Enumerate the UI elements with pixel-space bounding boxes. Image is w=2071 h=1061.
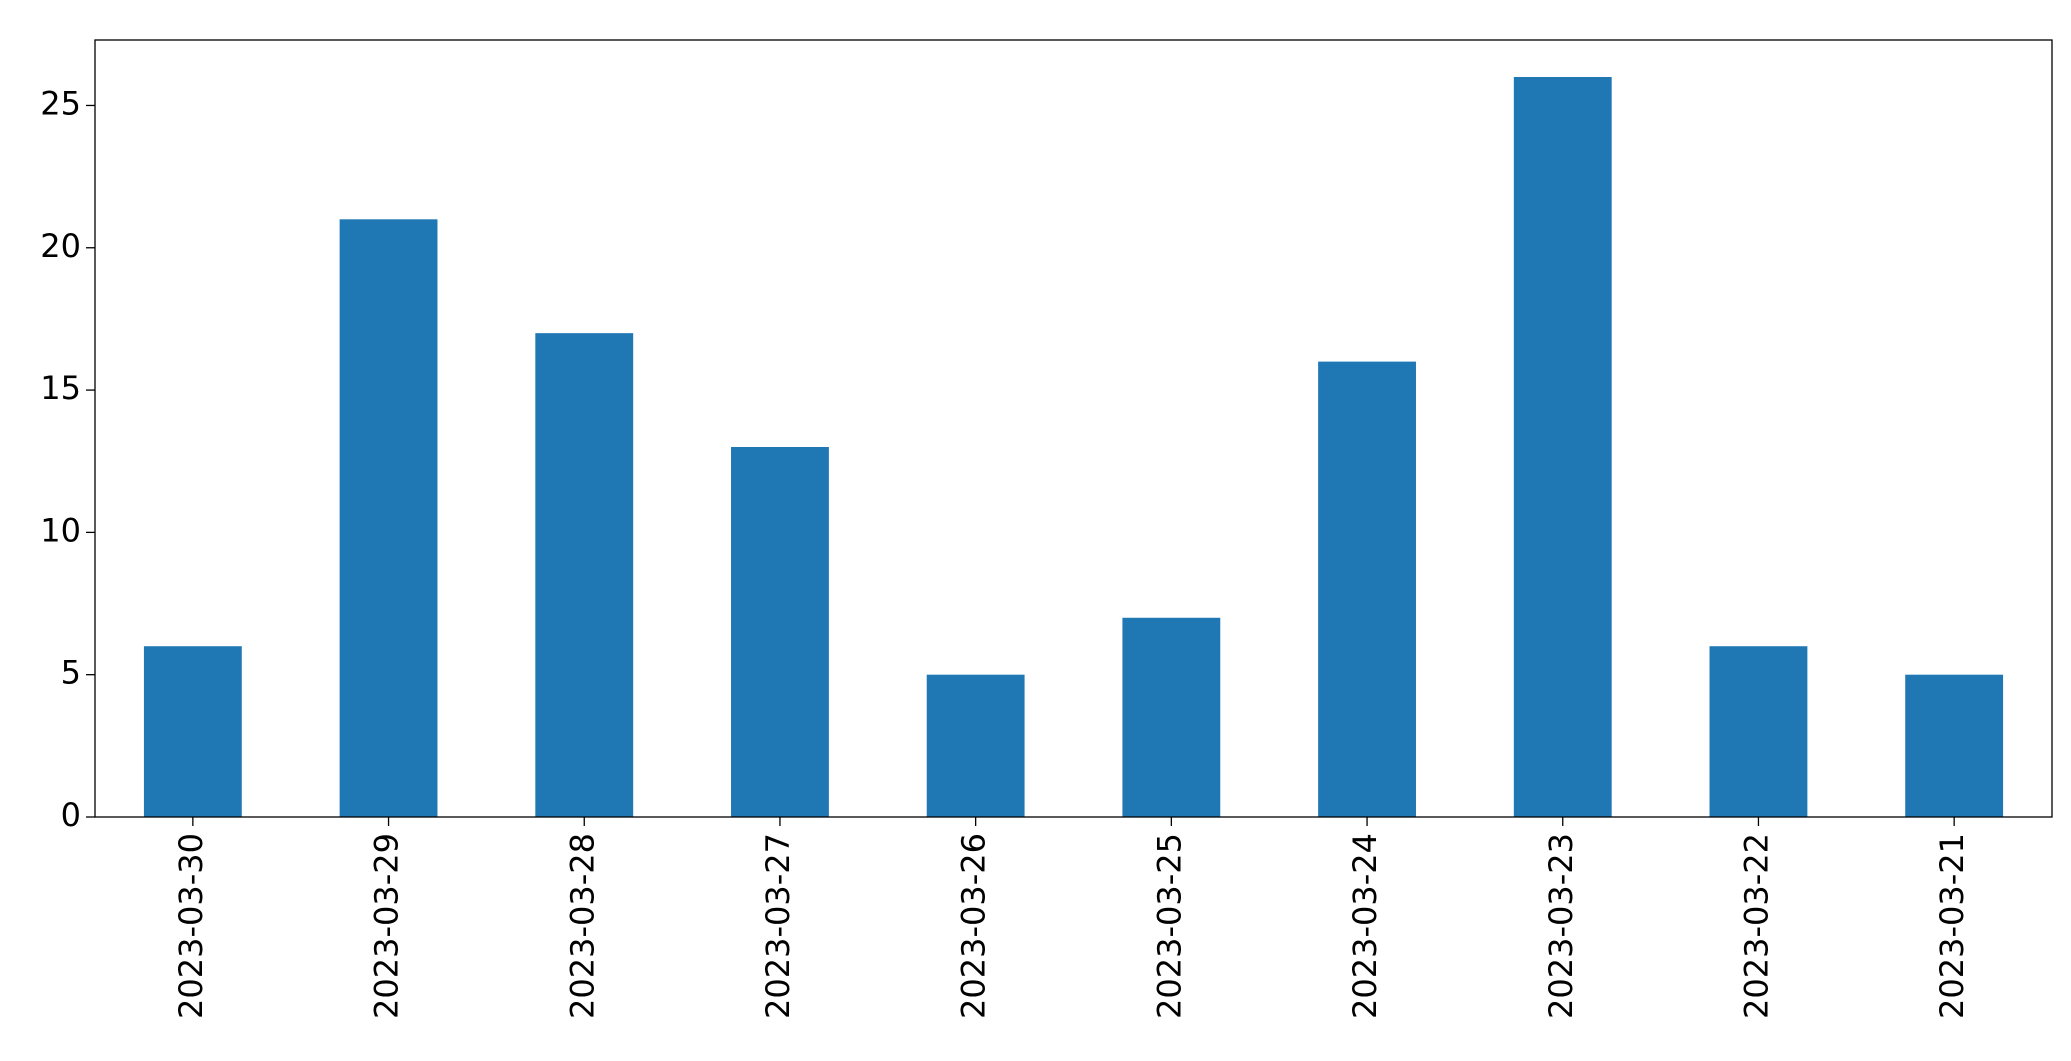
plot-frame [94,39,2053,818]
y-tick-label: 0 [61,796,81,834]
bar [339,219,438,818]
x-tick-label: 2023-03-28 [563,833,601,1019]
x-tick-label: 2023-03-27 [759,833,797,1019]
bar [535,333,634,817]
x-tick-label: 2023-03-21 [1933,833,1971,1019]
y-tick-label: 5 [61,654,81,692]
y-tick-label: 10 [40,511,81,549]
y-tick-label: 25 [40,84,81,122]
x-tick-label: 2023-03-26 [955,833,993,1019]
bar [926,674,1025,817]
x-tick-label: 2023-03-24 [1346,833,1384,1019]
x-tick-label: 2023-03-29 [368,833,406,1019]
bar [1513,77,1612,817]
bar [1318,361,1416,817]
bar [1122,617,1221,817]
bar [143,646,242,817]
x-tick-label: 2023-03-25 [1150,833,1188,1019]
bar [731,447,829,817]
x-tick-label: 2023-03-23 [1542,833,1580,1019]
bar [1905,674,2004,817]
y-tick-label: 15 [40,369,81,407]
y-tick-label: 20 [40,227,81,265]
x-tick-label: 2023-03-22 [1737,833,1775,1019]
bar [1709,646,1808,817]
x-tick-label: 2023-03-30 [172,833,210,1019]
